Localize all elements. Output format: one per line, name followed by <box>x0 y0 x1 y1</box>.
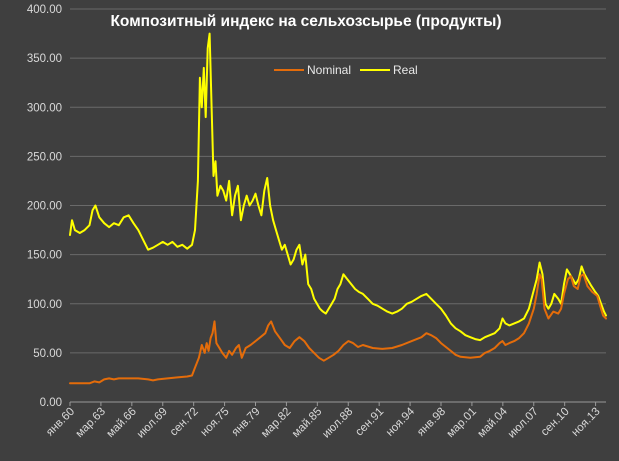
y-tick-label: 400.00 <box>27 4 62 16</box>
x-tick-label: июл.07 <box>506 406 541 441</box>
x-tick-label: ноя.94 <box>384 405 418 439</box>
legend-label-real: Real <box>393 63 418 77</box>
y-axis: 0.00 50.00 100.00 150.00 200.00 250.00 300.00 3… <box>27 4 62 409</box>
y-tick-label: 200.00 <box>27 201 62 213</box>
chart-title: Композитный индекс на сельхозсырье (прод… <box>110 13 501 30</box>
gridlines <box>70 8 606 403</box>
series-line-real <box>69 32 607 342</box>
x-tick-label: май.66 <box>105 406 139 440</box>
x-tick-label: июл.88 <box>320 406 355 441</box>
x-tick-label: май.85 <box>290 406 324 440</box>
series-line-nominal <box>69 273 607 385</box>
x-tick-label: ноя.13 <box>569 406 602 439</box>
x-tick-label: янв.98 <box>415 406 448 439</box>
y-tick-label: 50.00 <box>33 348 62 360</box>
x-tick-label: сен.10 <box>539 406 572 439</box>
x-tick-label: янв.60 <box>44 406 77 439</box>
legend-label-nominal: Nominal <box>307 63 351 77</box>
x-tick-label: июл.69 <box>135 406 170 441</box>
x-tick-label: сен.72 <box>168 406 201 439</box>
y-tick-label: 350.00 <box>27 53 62 65</box>
y-tick-label: 0.00 <box>40 397 62 409</box>
x-tick-label: май.04 <box>476 405 511 440</box>
x-tick-label: мар.63 <box>74 406 108 440</box>
y-tick-label: 150.00 <box>27 250 62 262</box>
x-axis: янв.60мар.63май.66июл.69сен.72ноя.75янв.… <box>44 402 603 441</box>
legend: Nominal Real <box>274 63 418 77</box>
series-lines <box>69 32 607 385</box>
x-tick-label: ноя.75 <box>198 406 231 439</box>
y-tick-label: 100.00 <box>27 299 62 311</box>
x-tick-label: мар.01 <box>445 406 479 440</box>
x-tick-label: янв.79 <box>230 406 263 439</box>
x-tick-label: сен.91 <box>353 406 386 439</box>
y-tick-label: 300.00 <box>27 102 62 114</box>
y-tick-label: 250.00 <box>27 151 62 163</box>
x-tick-label: мар.82 <box>259 406 293 440</box>
